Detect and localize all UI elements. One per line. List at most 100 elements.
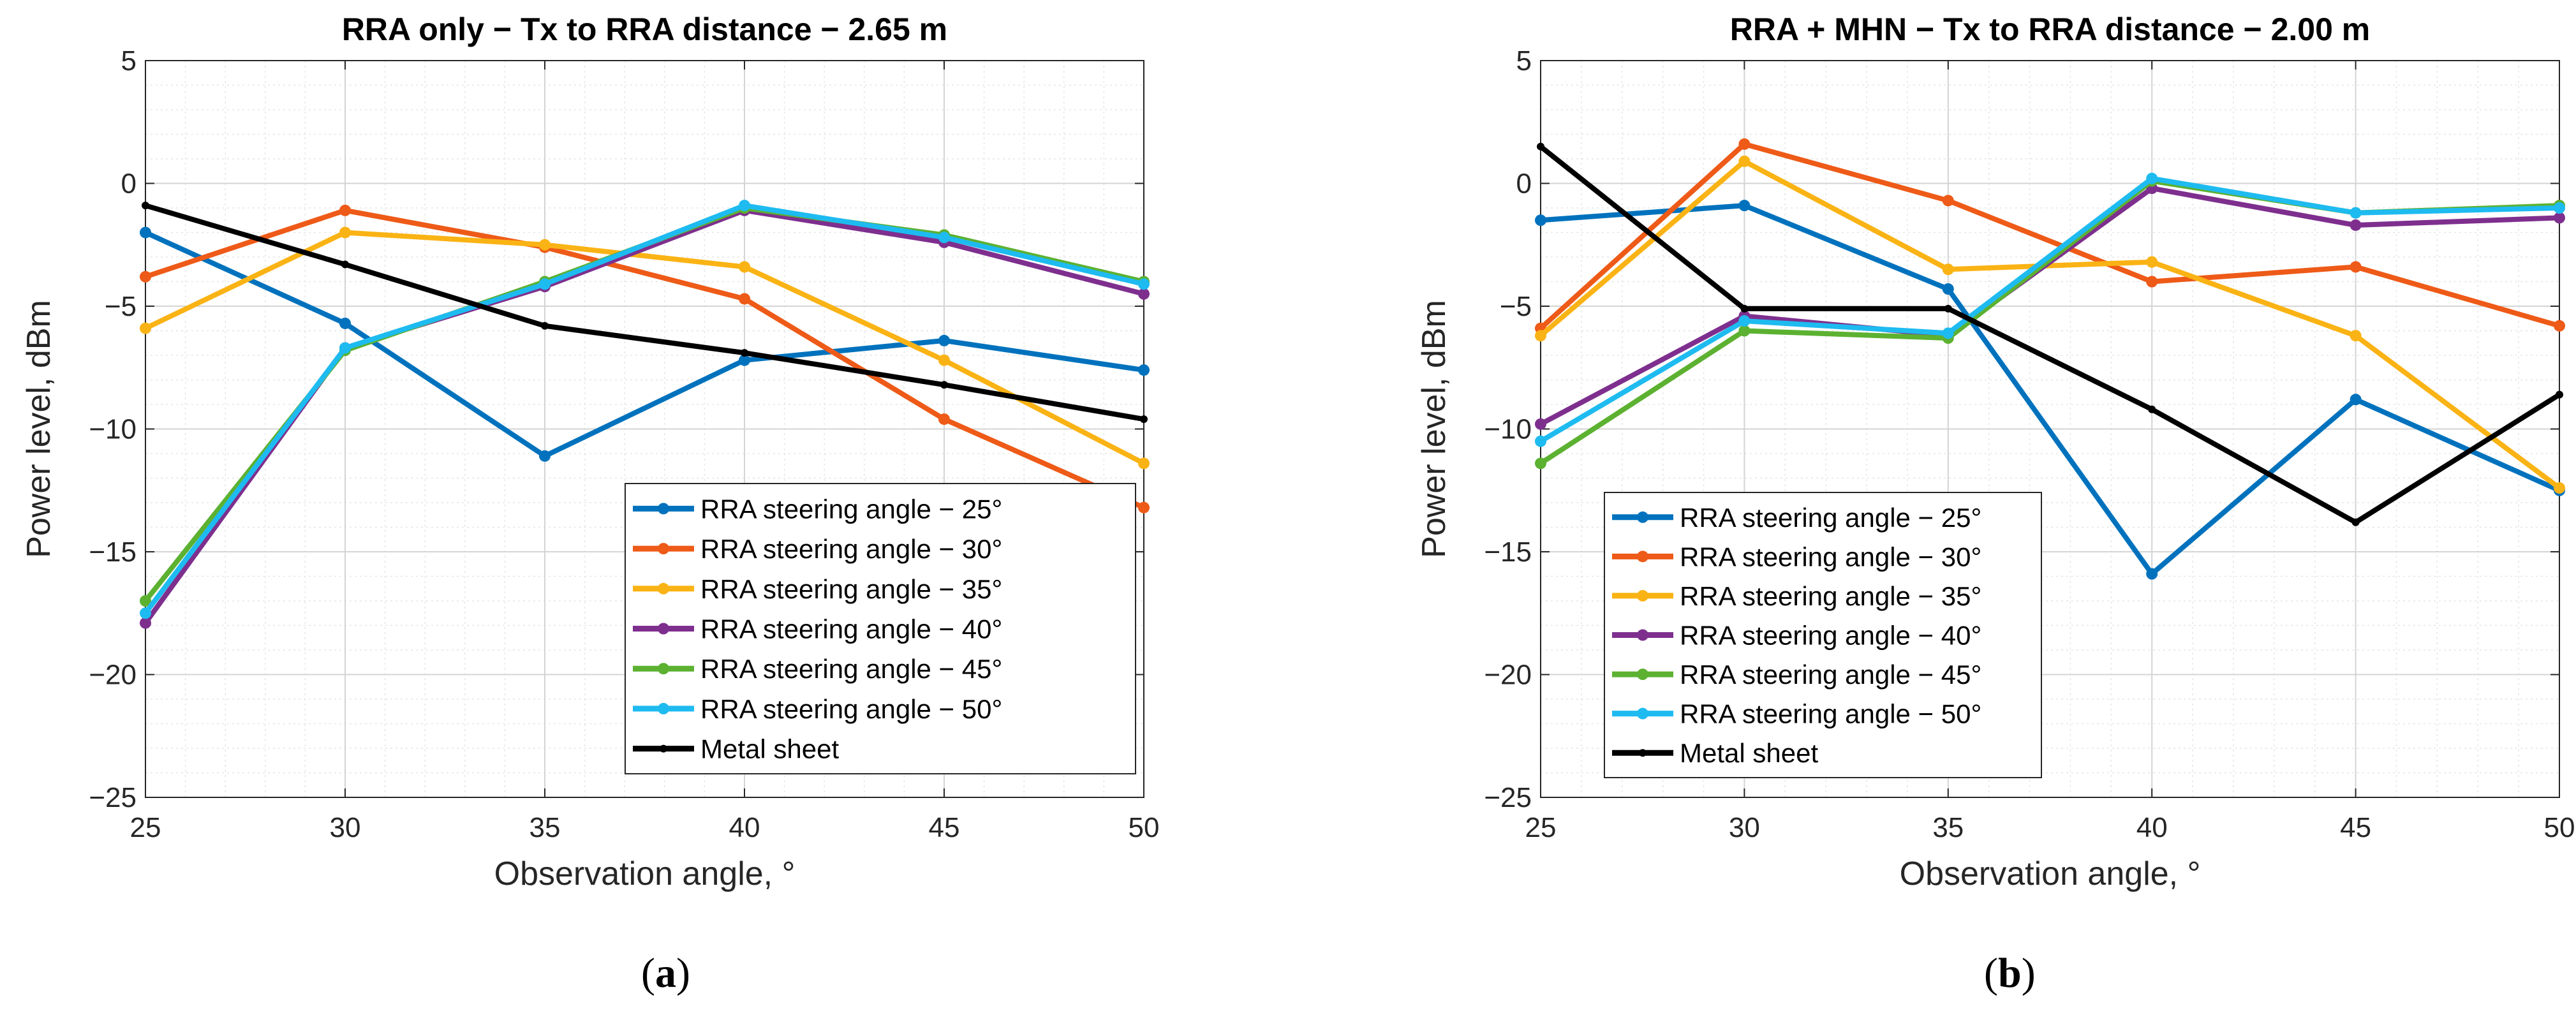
- data-point: [1138, 364, 1150, 376]
- data-point: [1138, 288, 1150, 300]
- series-line: [143, 203, 1144, 615]
- x-tick-label: 35: [529, 812, 561, 843]
- y-tick-label: −10: [1484, 414, 1532, 445]
- data-point: [1138, 457, 1150, 469]
- y-tick-label: −25: [1484, 782, 1532, 813]
- chart-title: RRA only − Tx to RRA distance − 2.65 m: [342, 11, 947, 47]
- data-point: [1535, 457, 1546, 469]
- data-point: [2556, 390, 2563, 399]
- data-point: [1535, 330, 1546, 342]
- data-point: [539, 278, 551, 290]
- series-line: [144, 203, 1144, 422]
- series-6: [140, 200, 1150, 619]
- data-point: [339, 204, 351, 216]
- legend-entry: RRA steering angle − 35°: [700, 574, 1002, 604]
- x-axis-label: Observation angle, °: [1900, 855, 2201, 892]
- data-point: [1942, 327, 1954, 339]
- data-point: [1942, 283, 1954, 295]
- data-point: [1942, 263, 1954, 276]
- legend-entry: RRA steering angle − 40°: [1680, 621, 1981, 651]
- panel-label-b: (b): [1984, 950, 2036, 996]
- data-point: [938, 413, 950, 425]
- x-tick-label: 50: [2544, 812, 2575, 843]
- x-tick-label: 45: [2340, 812, 2371, 843]
- data-point: [339, 226, 351, 239]
- data-point: [739, 200, 750, 212]
- data-point: [339, 317, 351, 329]
- data-point: [1942, 195, 1954, 207]
- data-point: [140, 270, 151, 283]
- series-line: [144, 207, 1145, 510]
- x-tick-label: 45: [929, 812, 960, 843]
- data-point: [1738, 315, 1751, 327]
- data-point: [1944, 304, 1952, 313]
- legend-marker: [1637, 707, 1648, 720]
- data-point: [2146, 276, 2158, 288]
- legend-marker: [1637, 511, 1648, 523]
- legend-marker: [658, 582, 669, 595]
- data-point: [2148, 405, 2156, 413]
- series-3: [140, 226, 1150, 469]
- series-line: [144, 230, 1145, 466]
- data-point: [2350, 261, 2362, 273]
- legend-entry: RRA steering angle − 40°: [700, 614, 1002, 644]
- data-point: [341, 260, 349, 269]
- legend-box: [1604, 492, 2042, 778]
- data-point: [2351, 518, 2360, 526]
- x-tick-label: 40: [2136, 812, 2168, 843]
- legend-marker: [658, 503, 669, 515]
- series-1: [140, 226, 1150, 462]
- data-point: [539, 239, 551, 251]
- data-point: [2350, 330, 2362, 342]
- series-7: [142, 202, 1148, 424]
- x-tick-label: 50: [1129, 812, 1160, 843]
- data-point: [2350, 219, 2362, 231]
- series-7: [1537, 142, 2563, 526]
- data-point: [2554, 212, 2565, 224]
- legend-box: [625, 483, 1136, 774]
- y-tick-label: −25: [89, 782, 137, 813]
- series-3: [1535, 155, 2565, 494]
- legend-marker: [658, 543, 669, 555]
- legend-entry: RRA steering angle − 35°: [1680, 581, 1981, 611]
- data-point: [1140, 415, 1148, 424]
- legend-marker: [1637, 551, 1648, 563]
- data-point: [1740, 304, 1749, 313]
- legend-entry: RRA steering angle − 45°: [1680, 660, 1981, 690]
- data-point: [2350, 394, 2362, 406]
- data-point: [1535, 435, 1546, 447]
- legend-marker: [658, 663, 669, 675]
- data-point: [140, 607, 151, 619]
- data-point: [1138, 501, 1150, 514]
- y-axis-label: Power level, dBm: [20, 300, 57, 558]
- data-point: [541, 322, 549, 330]
- legend-marker: [658, 623, 669, 635]
- legend-entry: RRA steering angle − 45°: [700, 654, 1002, 684]
- legend-marker: [1637, 629, 1648, 641]
- y-tick-label: 5: [1516, 45, 1532, 77]
- data-point: [2554, 482, 2565, 494]
- data-point: [1738, 138, 1751, 150]
- y-tick-label: −5: [1500, 291, 1532, 322]
- x-tick-label: 30: [1729, 812, 1760, 843]
- legend: RRA steering angle − 25° RRA steering ang…: [625, 483, 1136, 774]
- legend-entry: Metal sheet: [1680, 738, 1818, 768]
- series-line: [1539, 175, 2560, 444]
- y-tick-label: −20: [1484, 660, 1532, 691]
- data-point: [1738, 155, 1751, 167]
- legend-marker: [1639, 749, 1647, 757]
- legend-marker: [658, 702, 669, 714]
- data-point: [940, 381, 948, 389]
- series-line: [1539, 158, 2561, 491]
- x-tick-label: 40: [729, 812, 760, 843]
- data-point: [739, 293, 750, 305]
- data-point: [1738, 325, 1751, 337]
- data-point: [1738, 200, 1751, 212]
- chart-title: RRA + MHN − Tx to RRA distance − 2.00 m: [1730, 11, 2371, 47]
- legend-entry: RRA steering angle − 25°: [1680, 503, 1981, 533]
- series-6: [1535, 172, 2565, 447]
- legend-entry: Metal sheet: [700, 734, 839, 764]
